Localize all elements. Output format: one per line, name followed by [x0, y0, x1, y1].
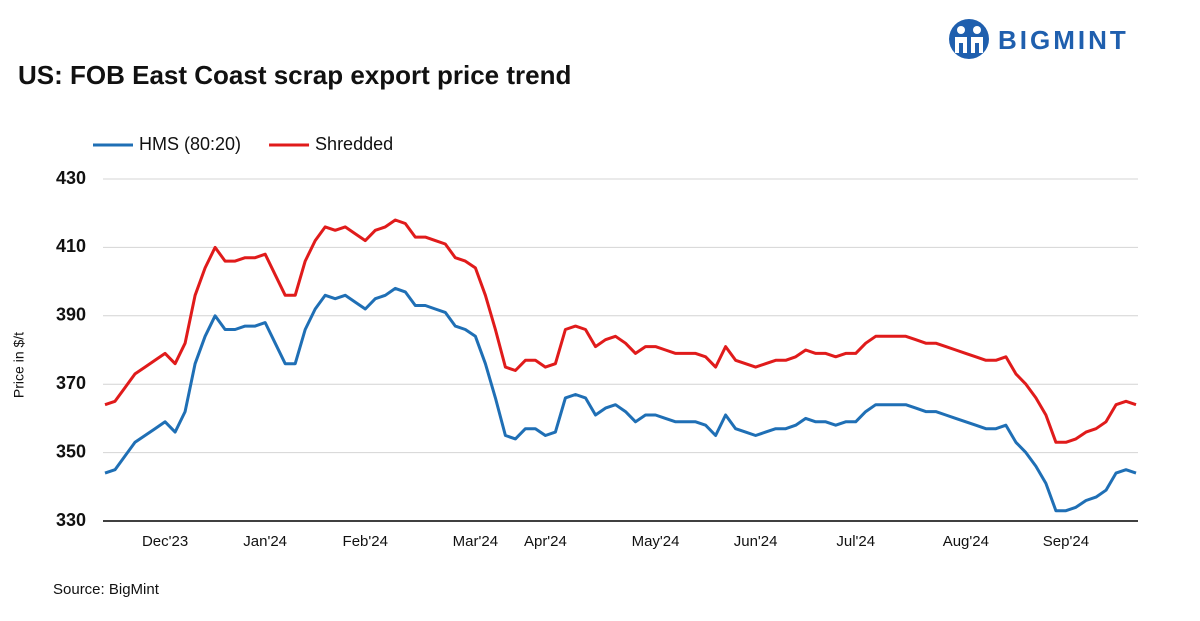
line-series	[104, 286, 1137, 513]
x-tick-label: Jan'24	[243, 533, 287, 550]
y-axis-title: Price in $/t	[11, 332, 27, 398]
logo-icon-body	[955, 37, 983, 53]
y-tick-label: 410	[56, 236, 86, 256]
x-tick-label: Dec'23	[142, 533, 188, 550]
x-tick-label: May'24	[632, 533, 680, 550]
logo: BIGMINT	[949, 19, 1129, 59]
x-tick-label: Feb'24	[343, 533, 388, 550]
logo-text: BIGMINT	[998, 25, 1129, 55]
y-tick-label: 390	[56, 305, 86, 325]
logo-icon-head	[973, 26, 981, 34]
logo-icon-head	[957, 26, 965, 34]
y-tick-label: 370	[56, 373, 86, 393]
x-tick-label: Mar'24	[453, 533, 498, 550]
y-tick-label: 350	[56, 441, 86, 461]
y-tick-label: 430	[56, 168, 86, 188]
x-tick-label: Jul'24	[836, 533, 875, 550]
legend-label: Shredded	[315, 134, 393, 154]
x-tick-label: Aug'24	[943, 533, 989, 550]
x-tick-label: Sep'24	[1043, 533, 1089, 550]
x-tick-label: Apr'24	[524, 533, 567, 550]
chart-title: US: FOB East Coast scrap export price tr…	[18, 60, 571, 90]
legend-label: HMS (80:20)	[139, 134, 241, 154]
source-note: Source: BigMint	[53, 581, 160, 598]
x-tick-label: Jun'24	[734, 533, 778, 550]
line-series	[104, 218, 1137, 444]
y-tick-label: 330	[56, 510, 86, 530]
